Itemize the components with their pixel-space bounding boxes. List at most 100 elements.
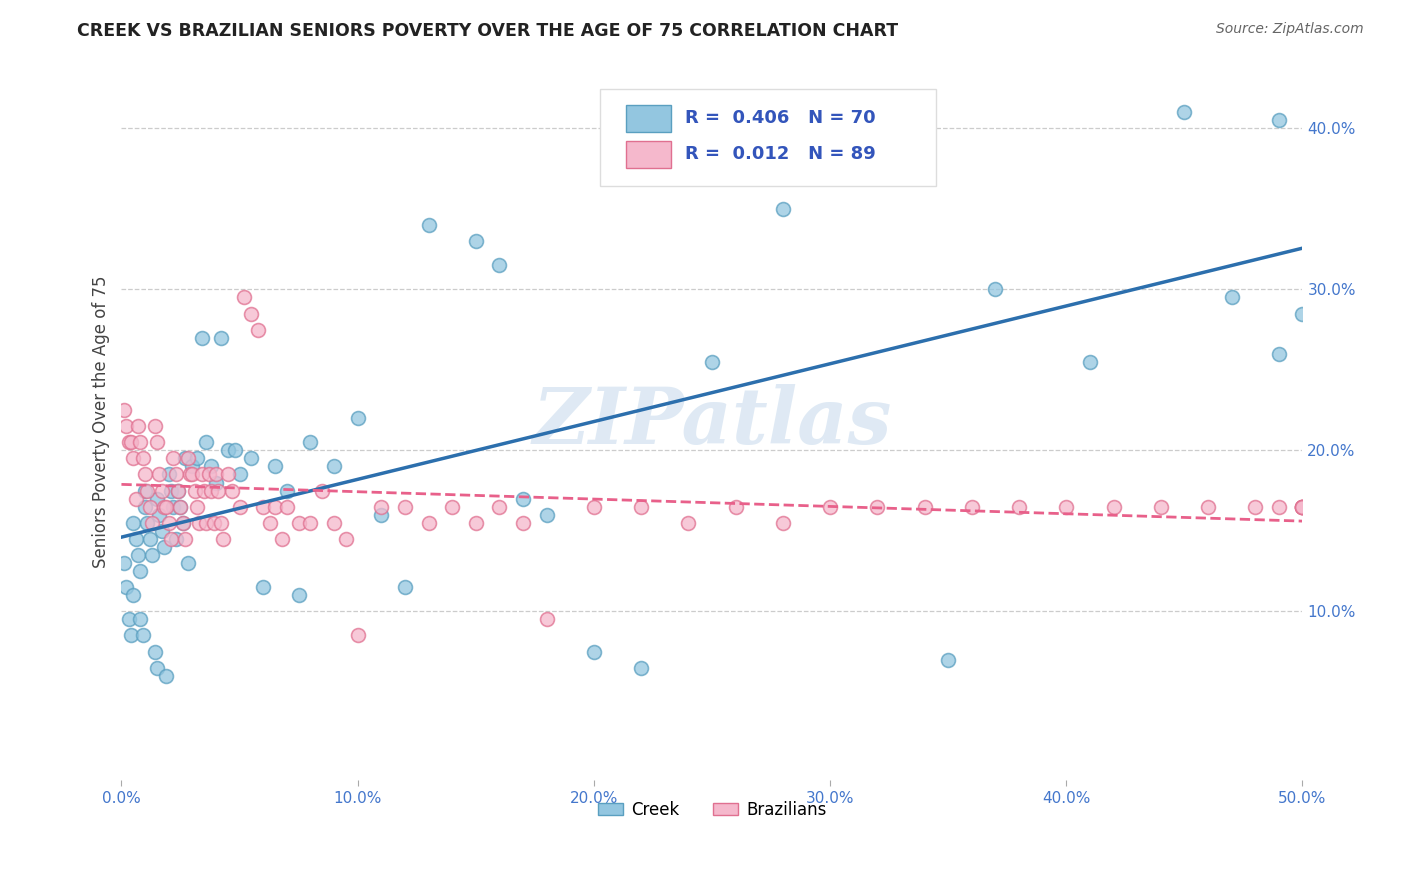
Point: [153, 500, 176, 514]
Point: [914, 500, 936, 514]
Point: [512, 516, 534, 530]
Point: [228, 500, 250, 514]
Point: [139, 532, 162, 546]
Point: [1150, 500, 1173, 514]
Point: [136, 483, 159, 498]
Point: [134, 467, 156, 482]
Point: [176, 556, 198, 570]
Point: [207, 483, 229, 498]
Point: [394, 580, 416, 594]
Text: CREEK VS BRAZILIAN SENIORS POVERTY OVER THE AGE OF 75 CORRELATION CHART: CREEK VS BRAZILIAN SENIORS POVERTY OVER …: [77, 22, 898, 40]
Text: ZIPatlas: ZIPatlas: [533, 384, 891, 460]
Point: [155, 500, 177, 514]
Point: [193, 483, 215, 498]
Point: [582, 644, 605, 658]
Point: [160, 532, 183, 546]
Point: [148, 467, 170, 482]
Point: [240, 306, 263, 320]
Point: [112, 403, 135, 417]
Point: [1078, 355, 1101, 369]
Point: [240, 451, 263, 466]
Point: [165, 532, 187, 546]
Point: [150, 483, 173, 498]
Text: R =  0.012   N = 89: R = 0.012 N = 89: [685, 145, 876, 163]
Point: [174, 532, 197, 546]
Point: [169, 500, 191, 514]
Point: [162, 451, 184, 466]
Point: [866, 500, 889, 514]
Point: [157, 516, 180, 530]
Point: [141, 548, 163, 562]
Point: [217, 467, 239, 482]
Point: [167, 483, 190, 498]
Point: [160, 483, 183, 498]
Point: [233, 290, 256, 304]
Point: [1173, 105, 1195, 120]
Point: [205, 467, 228, 482]
Point: [127, 548, 149, 562]
Point: [124, 491, 146, 506]
Point: [772, 202, 794, 216]
Point: [287, 516, 309, 530]
Point: [1291, 500, 1313, 514]
Point: [960, 500, 983, 514]
Text: R =  0.406   N = 70: R = 0.406 N = 70: [685, 110, 876, 128]
Point: [148, 508, 170, 522]
Point: [117, 435, 139, 450]
Point: [200, 483, 222, 498]
Point: [167, 483, 190, 498]
Point: [1291, 500, 1313, 514]
Point: [200, 459, 222, 474]
Point: [221, 483, 243, 498]
Point: [252, 580, 274, 594]
Point: [630, 500, 652, 514]
Point: [311, 483, 333, 498]
Point: [1291, 500, 1313, 514]
Text: Source: ZipAtlas.com: Source: ZipAtlas.com: [1216, 22, 1364, 37]
Point: [287, 588, 309, 602]
Point: [512, 491, 534, 506]
FancyBboxPatch shape: [626, 105, 671, 132]
Point: [1220, 290, 1243, 304]
Point: [488, 500, 510, 514]
Point: [181, 459, 204, 474]
Point: [146, 491, 169, 506]
Point: [582, 500, 605, 514]
Point: [209, 331, 232, 345]
Point: [264, 500, 287, 514]
Point: [169, 500, 191, 514]
Point: [139, 500, 162, 514]
Point: [1268, 113, 1291, 128]
Point: [195, 435, 218, 450]
Point: [124, 532, 146, 546]
Point: [1197, 500, 1219, 514]
Point: [488, 258, 510, 272]
Point: [183, 483, 205, 498]
Point: [259, 516, 281, 530]
Point: [276, 500, 298, 514]
Point: [418, 516, 440, 530]
Point: [120, 628, 142, 642]
Point: [134, 500, 156, 514]
Point: [299, 516, 322, 530]
Point: [131, 628, 153, 642]
Point: [536, 508, 558, 522]
Point: [772, 516, 794, 530]
Point: [172, 516, 194, 530]
Point: [1244, 500, 1267, 514]
Point: [212, 532, 235, 546]
Point: [150, 524, 173, 538]
Point: [247, 323, 270, 337]
Point: [120, 435, 142, 450]
Point: [1291, 500, 1313, 514]
Point: [179, 467, 201, 482]
Point: [1268, 500, 1291, 514]
Point: [122, 588, 145, 602]
Point: [224, 443, 246, 458]
FancyBboxPatch shape: [626, 141, 671, 168]
Point: [209, 516, 232, 530]
Point: [1291, 306, 1313, 320]
Point: [252, 500, 274, 514]
Point: [195, 516, 218, 530]
Point: [153, 540, 176, 554]
